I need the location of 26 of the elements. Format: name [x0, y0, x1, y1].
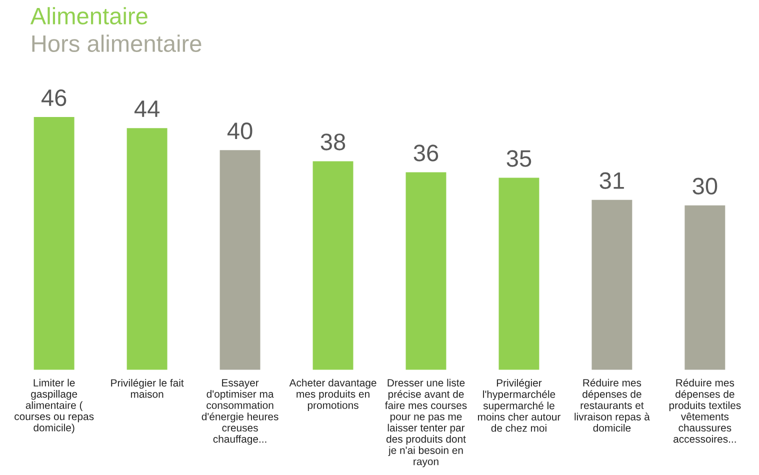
text: Hors alimentaire [32, 34, 202, 52]
data-label: 35 [506, 150, 532, 167]
x-tick-label: Privilégier l'hypermarchéle supermarché le moins cher autour de chez moi [478, 378, 560, 432]
bar [125, 126, 169, 370]
x-tick-label: Limiter le gaspillage alimentaire ( courses ou repas domicile) [14, 378, 94, 434]
data-label: 44 [134, 100, 160, 117]
x-tick-label: Essayer d'optimiser ma consommation d'énergie heures creuses chauffage... [202, 379, 278, 445]
x-tick-label: Réduire mes dépenses de restaurants et livraison repas à domicile [574, 378, 650, 432]
bar [311, 160, 355, 370]
text: Alimentaire [30, 7, 148, 24]
x-tick-label: Acheter davantage mes produits en promotions [289, 378, 376, 411]
data-label: 31 [600, 172, 624, 189]
bar [218, 148, 262, 370]
x-tick-label: Privilégier le fait maison [111, 378, 184, 398]
data-label: 46 [41, 89, 66, 106]
bar [32, 116, 76, 370]
bar [590, 198, 634, 370]
bar [497, 176, 541, 370]
bar [404, 170, 448, 370]
data-label: 38 [320, 134, 346, 150]
x-tick-label: Dresser une liste précise avant de faire mes courses pour ne pas me laisser tenter par des produits dont je n'ai besoin en rayon [385, 378, 467, 468]
data-label: 36 [414, 144, 438, 162]
bar [683, 204, 727, 370]
data-label: 40 [227, 122, 252, 140]
x-tick-label: Réduire mes dépenses de produits textiles vêtements chaussures accessoires... [669, 378, 741, 443]
data-label: 30 [692, 178, 718, 195]
